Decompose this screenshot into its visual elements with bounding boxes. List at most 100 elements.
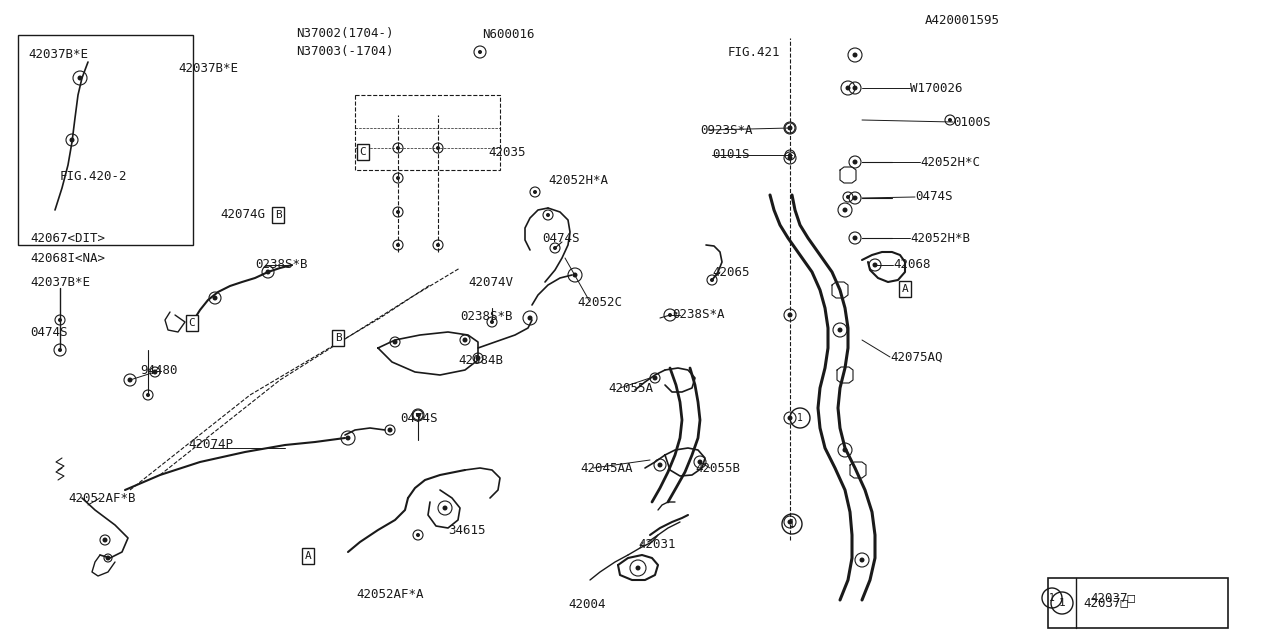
Text: 34615: 34615 [448, 524, 485, 536]
Circle shape [710, 278, 714, 282]
Circle shape [842, 447, 847, 452]
Text: C: C [188, 318, 196, 328]
Text: 42055B: 42055B [695, 461, 740, 474]
Text: 42052H*C: 42052H*C [920, 156, 980, 168]
Text: C: C [360, 147, 366, 157]
Text: 42074P: 42074P [188, 438, 233, 451]
Circle shape [852, 159, 858, 164]
Circle shape [787, 520, 792, 525]
Circle shape [859, 557, 864, 563]
Circle shape [490, 320, 494, 324]
Circle shape [532, 190, 538, 194]
Circle shape [69, 138, 74, 143]
Circle shape [846, 86, 850, 90]
Circle shape [658, 463, 663, 467]
Circle shape [393, 339, 398, 344]
Text: 0238S*B: 0238S*B [255, 259, 307, 271]
Text: 1: 1 [1059, 598, 1065, 608]
Text: 42037B*E: 42037B*E [178, 61, 238, 74]
Circle shape [635, 566, 640, 570]
Circle shape [265, 269, 270, 275]
Circle shape [396, 243, 399, 247]
Text: 42055A: 42055A [608, 381, 653, 394]
Circle shape [416, 413, 420, 417]
Text: A: A [305, 551, 311, 561]
Text: 42052AF*B: 42052AF*B [68, 492, 136, 504]
Text: 42037□: 42037□ [1083, 596, 1128, 609]
Circle shape [842, 207, 847, 212]
Circle shape [788, 153, 792, 157]
Circle shape [787, 415, 792, 420]
Circle shape [396, 210, 399, 214]
Circle shape [416, 533, 420, 537]
Text: 42004: 42004 [568, 598, 605, 611]
Text: A420001595: A420001595 [925, 13, 1000, 26]
Text: 42084B: 42084B [458, 353, 503, 367]
Text: 42031: 42031 [637, 538, 676, 552]
Text: 42052AF*A: 42052AF*A [356, 589, 424, 602]
Text: 42074V: 42074V [468, 275, 513, 289]
Text: N37002(1704-): N37002(1704-) [296, 28, 393, 40]
Circle shape [547, 213, 550, 217]
Text: 42052H*B: 42052H*B [910, 232, 970, 244]
Text: W170026: W170026 [910, 81, 963, 95]
Circle shape [572, 273, 577, 278]
Circle shape [128, 378, 133, 383]
Text: 0474S: 0474S [915, 191, 952, 204]
Text: 0100S: 0100S [954, 115, 991, 129]
Text: FIG.420-2: FIG.420-2 [60, 170, 128, 184]
Text: 42037□: 42037□ [1091, 591, 1135, 605]
Text: 42068: 42068 [893, 259, 931, 271]
Text: 0238S*B: 0238S*B [460, 310, 512, 323]
Text: 0474S: 0474S [29, 326, 68, 339]
Circle shape [527, 316, 532, 321]
Circle shape [787, 156, 792, 161]
Circle shape [698, 460, 703, 465]
Circle shape [388, 428, 393, 433]
Circle shape [852, 52, 858, 58]
Circle shape [212, 296, 218, 301]
Circle shape [146, 393, 150, 397]
Text: 94480: 94480 [140, 364, 178, 376]
Text: 0474S: 0474S [399, 412, 438, 424]
Text: FIG.421: FIG.421 [728, 45, 781, 58]
Circle shape [396, 176, 399, 180]
Text: 42037B*E: 42037B*E [29, 276, 90, 289]
Text: 42052H*A: 42052H*A [548, 173, 608, 186]
Text: 0474S: 0474S [541, 232, 580, 244]
Circle shape [852, 236, 858, 241]
Text: 42065: 42065 [712, 266, 750, 278]
Circle shape [787, 312, 792, 317]
Circle shape [416, 413, 420, 417]
Text: 42035: 42035 [488, 145, 526, 159]
Text: 42052C: 42052C [577, 296, 622, 308]
Text: 42068I<NA>: 42068I<NA> [29, 252, 105, 264]
Text: 0101S: 0101S [712, 148, 750, 161]
Text: 1: 1 [797, 413, 803, 423]
Circle shape [852, 195, 858, 200]
Circle shape [475, 355, 480, 360]
Circle shape [837, 328, 842, 333]
Circle shape [396, 146, 399, 150]
Circle shape [462, 337, 467, 342]
Circle shape [852, 86, 858, 90]
Text: 1: 1 [788, 519, 795, 529]
Circle shape [443, 506, 448, 511]
Circle shape [58, 318, 61, 322]
Circle shape [553, 246, 557, 250]
Circle shape [846, 195, 850, 199]
Text: 1: 1 [1050, 593, 1055, 603]
Text: A: A [901, 284, 909, 294]
Text: 42037B*E: 42037B*E [28, 49, 88, 61]
Circle shape [58, 348, 61, 352]
Circle shape [873, 262, 878, 268]
Circle shape [948, 118, 952, 122]
Circle shape [788, 126, 792, 130]
Text: B: B [334, 333, 342, 343]
Text: 42067<DIT>: 42067<DIT> [29, 232, 105, 244]
Text: 42045AA: 42045AA [580, 461, 632, 474]
Circle shape [436, 243, 440, 247]
Bar [1048, 578, 1228, 628]
Circle shape [668, 313, 672, 317]
Circle shape [102, 538, 108, 543]
